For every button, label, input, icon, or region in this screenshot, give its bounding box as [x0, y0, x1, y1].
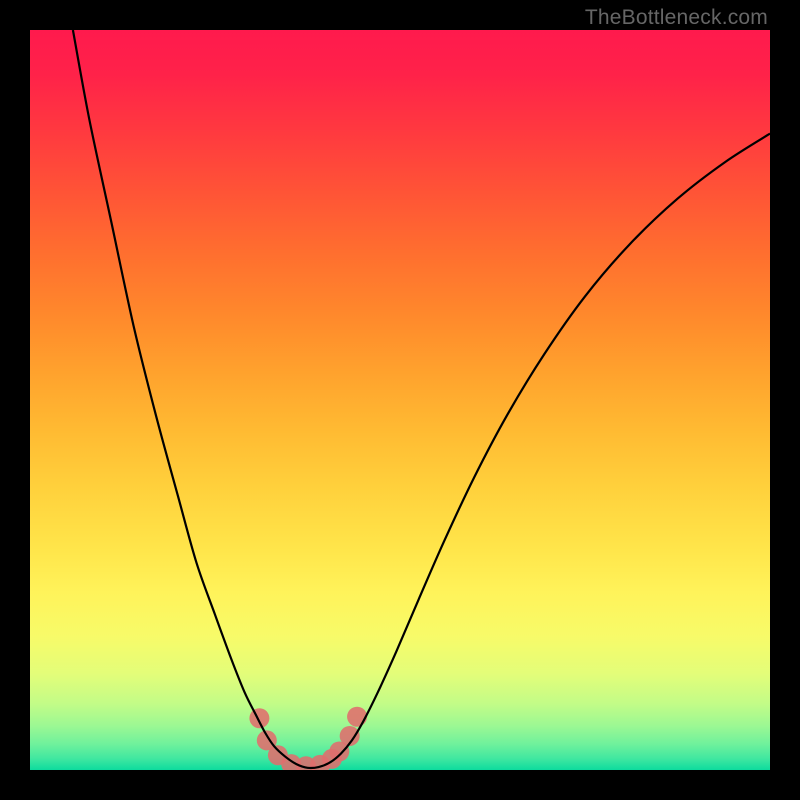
plot-area — [30, 30, 770, 770]
chart-marker — [347, 707, 367, 727]
chart-curve — [73, 30, 770, 768]
watermark-text: TheBottleneck.com — [585, 6, 768, 30]
chart-markers — [249, 707, 367, 770]
chart-overlay — [30, 30, 770, 770]
chart-marker — [249, 708, 269, 728]
